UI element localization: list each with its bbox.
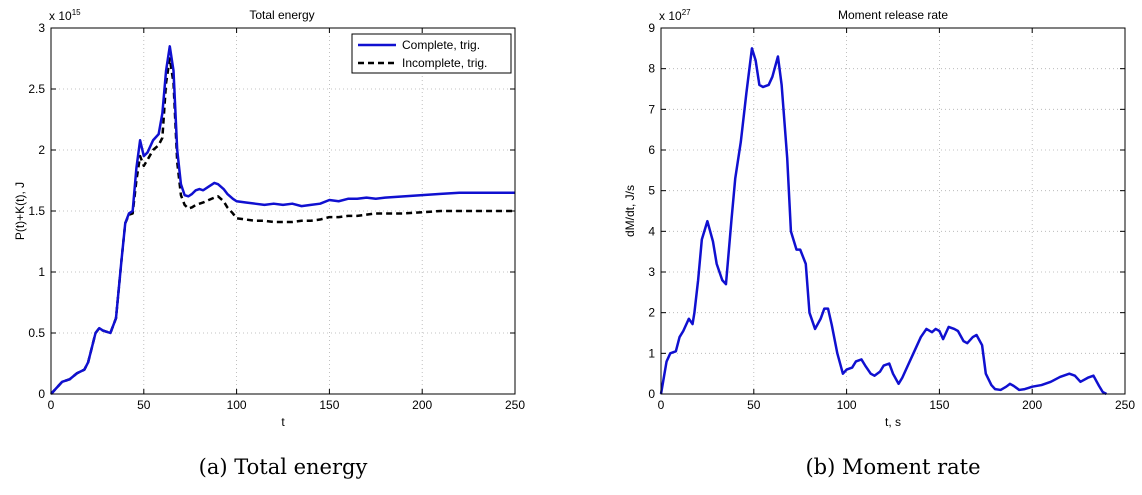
right-multiplier-exponent: 27 (682, 8, 691, 17)
left-x-axis-label: t (281, 415, 285, 429)
right-x-tick-label-0: 0 (658, 398, 665, 412)
chart-total-energy: x 1015 Total energy 0 50 100 150 200 250 0 0.5 1… (13, 8, 525, 429)
right-gridlines (661, 28, 1125, 394)
left-y-tick-label-3: 1.5 (28, 204, 45, 218)
left-y-axis-label: P(t)+K(t), J (13, 182, 27, 240)
left-legend: Complete, trig. Incomplete, trig. (351, 33, 512, 74)
left-y-tick-label-4: 2 (38, 143, 45, 157)
right-x-tick-label-1: 50 (747, 398, 761, 412)
right-y-tick-label-9: 9 (648, 21, 655, 35)
legend-label-complete: Complete, trig. (402, 38, 480, 52)
left-series-line-0 (50, 45, 515, 395)
right-y-tick-label-2: 2 (648, 306, 655, 320)
right-y-tick-label-0: 0 (648, 387, 655, 401)
right-x-tick-label-2: 100 (837, 398, 857, 412)
right-x-tick-label-5: 250 (1115, 398, 1135, 412)
left-series-group (50, 45, 515, 395)
right-y-tick-label-5: 5 (648, 184, 655, 198)
right-y-axis-label: dM/dt, J/s (623, 185, 637, 237)
left-x-tick-label-2: 100 (227, 398, 247, 412)
right-ticks: 0 50 100 150 200 250 0 1 2 3 4 5 6 7 8 9 (648, 21, 1135, 412)
left-series-line-1 (50, 57, 515, 395)
left-multiplier: x 1015 (49, 8, 81, 23)
left-multiplier-base: x 10 (49, 9, 72, 23)
left-x-tick-label-1: 50 (137, 398, 151, 412)
left-ticks: 0 50 100 150 200 250 0 0.5 1 1.5 2 2.5 3 (28, 21, 525, 412)
right-x-tick-label-3: 150 (929, 398, 949, 412)
left-y-tick-label-6: 3 (38, 21, 45, 35)
right-multiplier: x 1027 (659, 8, 691, 23)
caption-b: (b) Moment rate (805, 455, 980, 479)
left-legend-box (351, 33, 512, 74)
right-y-tick-label-7: 7 (648, 102, 655, 116)
right-y-tick-label-3: 3 (648, 265, 655, 279)
left-x-tick-label-3: 150 (319, 398, 339, 412)
legend-label-incomplete: Incomplete, trig. (402, 56, 487, 70)
right-y-tick-label-6: 6 (648, 143, 655, 157)
right-chart-title: Moment release rate (838, 8, 948, 22)
right-plot-frame (660, 27, 1126, 395)
right-y-tick-label-1: 1 (648, 346, 655, 360)
right-x-tick-label-4: 200 (1022, 398, 1042, 412)
left-y-tick-label-1: 0.5 (28, 326, 45, 340)
chart-moment-release-rate: x 1027 Moment release rate 0 50 100 150 200 2… (623, 8, 1135, 429)
right-series-group (659, 47, 1108, 396)
right-multiplier-base: x 10 (659, 9, 682, 23)
right-series-line-0 (659, 47, 1108, 396)
left-y-tick-label-2: 1 (38, 265, 45, 279)
left-y-tick-label-0: 0 (38, 387, 45, 401)
left-chart-title: Total energy (249, 8, 314, 22)
right-x-axis-label: t, s (885, 415, 901, 429)
left-multiplier-exponent: 15 (72, 8, 81, 17)
right-y-tick-label-4: 4 (648, 224, 655, 238)
caption-a: (a) Total energy (199, 455, 368, 479)
right-y-tick-label-8: 8 (648, 62, 655, 76)
left-x-tick-label-4: 200 (412, 398, 432, 412)
left-x-tick-label-0: 0 (48, 398, 55, 412)
left-gridlines (51, 28, 515, 394)
left-x-tick-label-5: 250 (505, 398, 525, 412)
left-y-tick-label-5: 2.5 (28, 82, 45, 96)
